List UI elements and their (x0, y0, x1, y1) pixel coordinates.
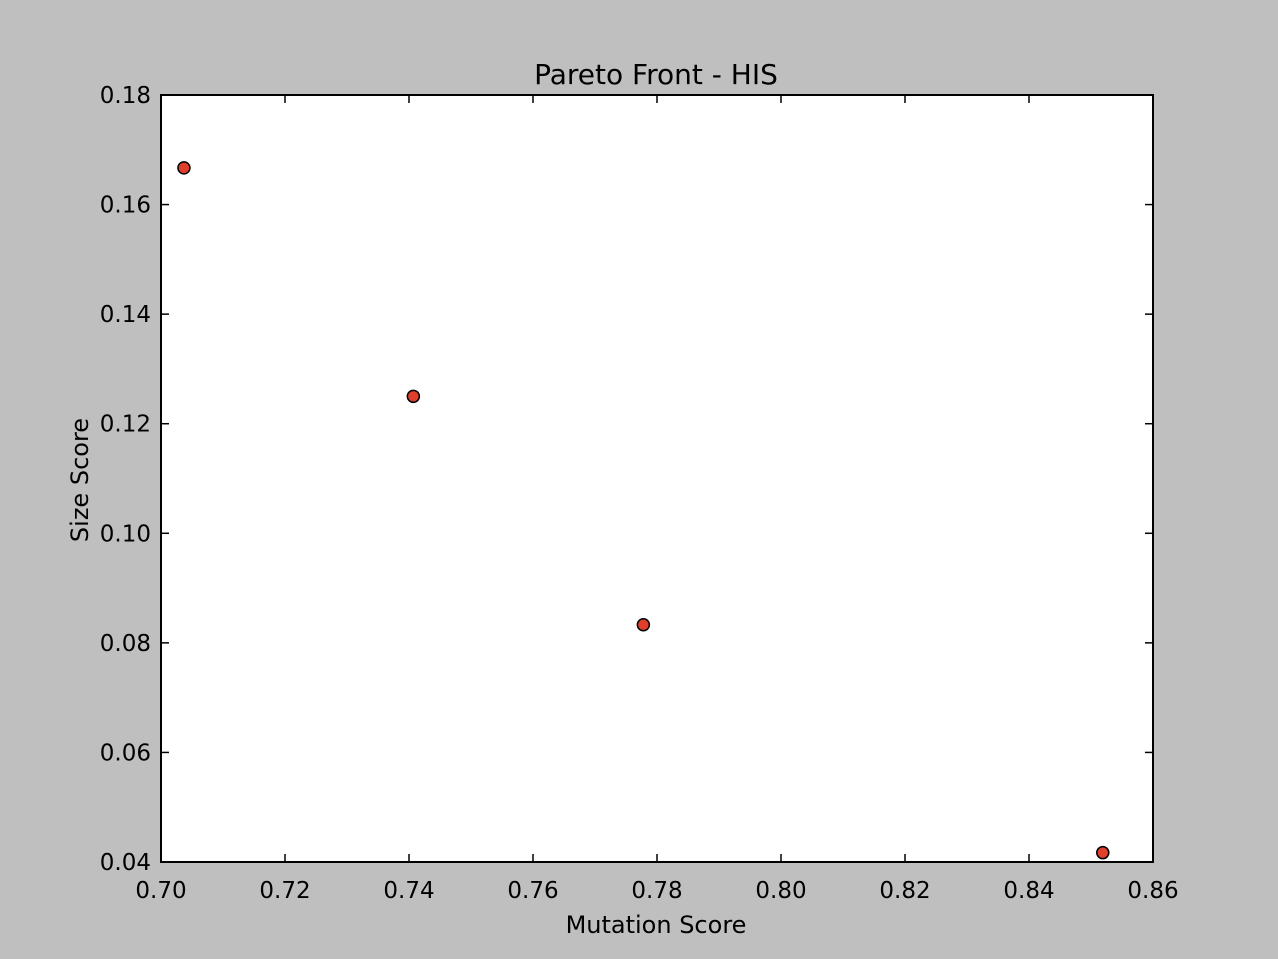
data-points (177, 161, 1110, 860)
x-axis-label: Mutation Score (566, 911, 747, 939)
plot-area (161, 95, 1153, 862)
plot-frame (160, 94, 1154, 863)
scatter-point (406, 389, 421, 404)
x-tick-label: 0.84 (1003, 878, 1054, 904)
y-tick-label: 0.10 (100, 521, 151, 547)
y-tick-label: 0.18 (100, 83, 151, 109)
x-tick-label: 0.72 (259, 878, 310, 904)
y-tick-label: 0.14 (100, 302, 151, 328)
scatter-point (636, 618, 651, 632)
y-tick-label: 0.08 (100, 631, 151, 657)
scatter-point (177, 161, 191, 175)
y-tick-label: 0.12 (100, 412, 151, 438)
y-tick-label: 0.06 (100, 740, 151, 766)
x-tick-label: 0.70 (135, 878, 186, 904)
chart-title: Pareto Front - HIS (534, 58, 778, 91)
x-tick-label: 0.82 (879, 878, 930, 904)
x-tick-label: 0.80 (755, 878, 806, 904)
axis-ticks: 0.70 0.72 0.74 0.76 0.78 0.80 0.82 0.84 0.86 0.04… (100, 83, 1179, 904)
x-tick-label: 0.74 (383, 878, 434, 904)
x-tick-label: 0.76 (507, 878, 558, 904)
y-tick-label: 0.04 (100, 850, 151, 876)
x-tick-label: 0.78 (631, 878, 682, 904)
scatter-point (1096, 845, 1110, 860)
y-axis-label: Size Score (66, 418, 94, 542)
x-tick-label: 0.86 (1127, 878, 1178, 904)
y-tick-label: 0.16 (100, 193, 151, 219)
